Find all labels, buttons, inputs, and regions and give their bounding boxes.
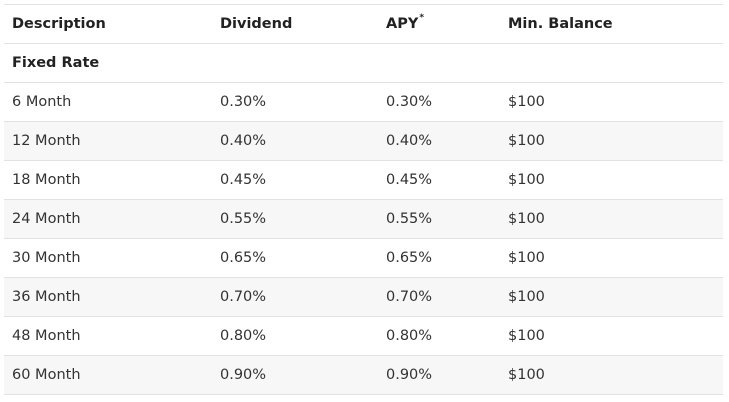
section-row-fixed-rate: Fixed Rate [4, 44, 723, 83]
apy-footnote-mark: * [419, 13, 425, 24]
row-apy: 0.40% [386, 133, 433, 149]
row-apy: 0.65% [386, 250, 433, 266]
row-apy: 0.30% [386, 94, 433, 110]
rates-table: Description Dividend APY* Min. Balance F… [4, 4, 723, 395]
row-apy: 0.70% [386, 289, 433, 305]
row-min-balance: $100 [508, 328, 545, 344]
table-row: 36 Month 0.70% 0.70% $100 [4, 278, 723, 317]
table-row: 48 Month 0.80% 0.80% $100 [4, 317, 723, 356]
row-min-balance: $100 [508, 367, 545, 383]
row-description: 12 Month [12, 133, 81, 149]
section-label: Fixed Rate [12, 55, 100, 71]
column-header-description: Description [12, 16, 106, 32]
row-min-balance: $100 [508, 211, 545, 227]
table-row: 6 Month 0.30% 0.30% $100 [4, 83, 723, 122]
row-min-balance: $100 [508, 172, 545, 188]
column-header-min-balance: Min. Balance [508, 16, 613, 32]
row-min-balance: $100 [508, 250, 545, 266]
row-description: 48 Month [12, 328, 81, 344]
row-description: 30 Month [12, 250, 81, 266]
row-apy: 0.90% [386, 367, 433, 383]
row-description: 36 Month [12, 289, 81, 305]
table-row: 24 Month 0.55% 0.55% $100 [4, 200, 723, 239]
column-header-apy: APY* [386, 5, 424, 43]
row-dividend: 0.30% [220, 94, 267, 110]
row-apy: 0.80% [386, 328, 433, 344]
row-apy: 0.55% [386, 211, 433, 227]
table-row: 12 Month 0.40% 0.40% $100 [4, 122, 723, 161]
column-header-dividend: Dividend [220, 16, 293, 32]
row-apy: 0.45% [386, 172, 433, 188]
row-dividend: 0.90% [220, 367, 267, 383]
row-dividend: 0.80% [220, 328, 267, 344]
row-min-balance: $100 [508, 133, 545, 149]
row-description: 24 Month [12, 211, 81, 227]
row-min-balance: $100 [508, 289, 545, 305]
row-dividend: 0.65% [220, 250, 267, 266]
row-min-balance: $100 [508, 94, 545, 110]
row-dividend: 0.55% [220, 211, 267, 227]
row-dividend: 0.40% [220, 133, 267, 149]
table-row: 60 Month 0.90% 0.90% $100 [4, 356, 723, 395]
table-row: 18 Month 0.45% 0.45% $100 [4, 161, 723, 200]
apy-label: APY [386, 16, 419, 32]
row-dividend: 0.70% [220, 289, 267, 305]
table-header-row: Description Dividend APY* Min. Balance [4, 5, 723, 44]
row-description: 60 Month [12, 367, 81, 383]
row-description: 18 Month [12, 172, 81, 188]
row-dividend: 0.45% [220, 172, 267, 188]
row-description: 6 Month [12, 94, 72, 110]
table-row: 30 Month 0.65% 0.65% $100 [4, 239, 723, 278]
